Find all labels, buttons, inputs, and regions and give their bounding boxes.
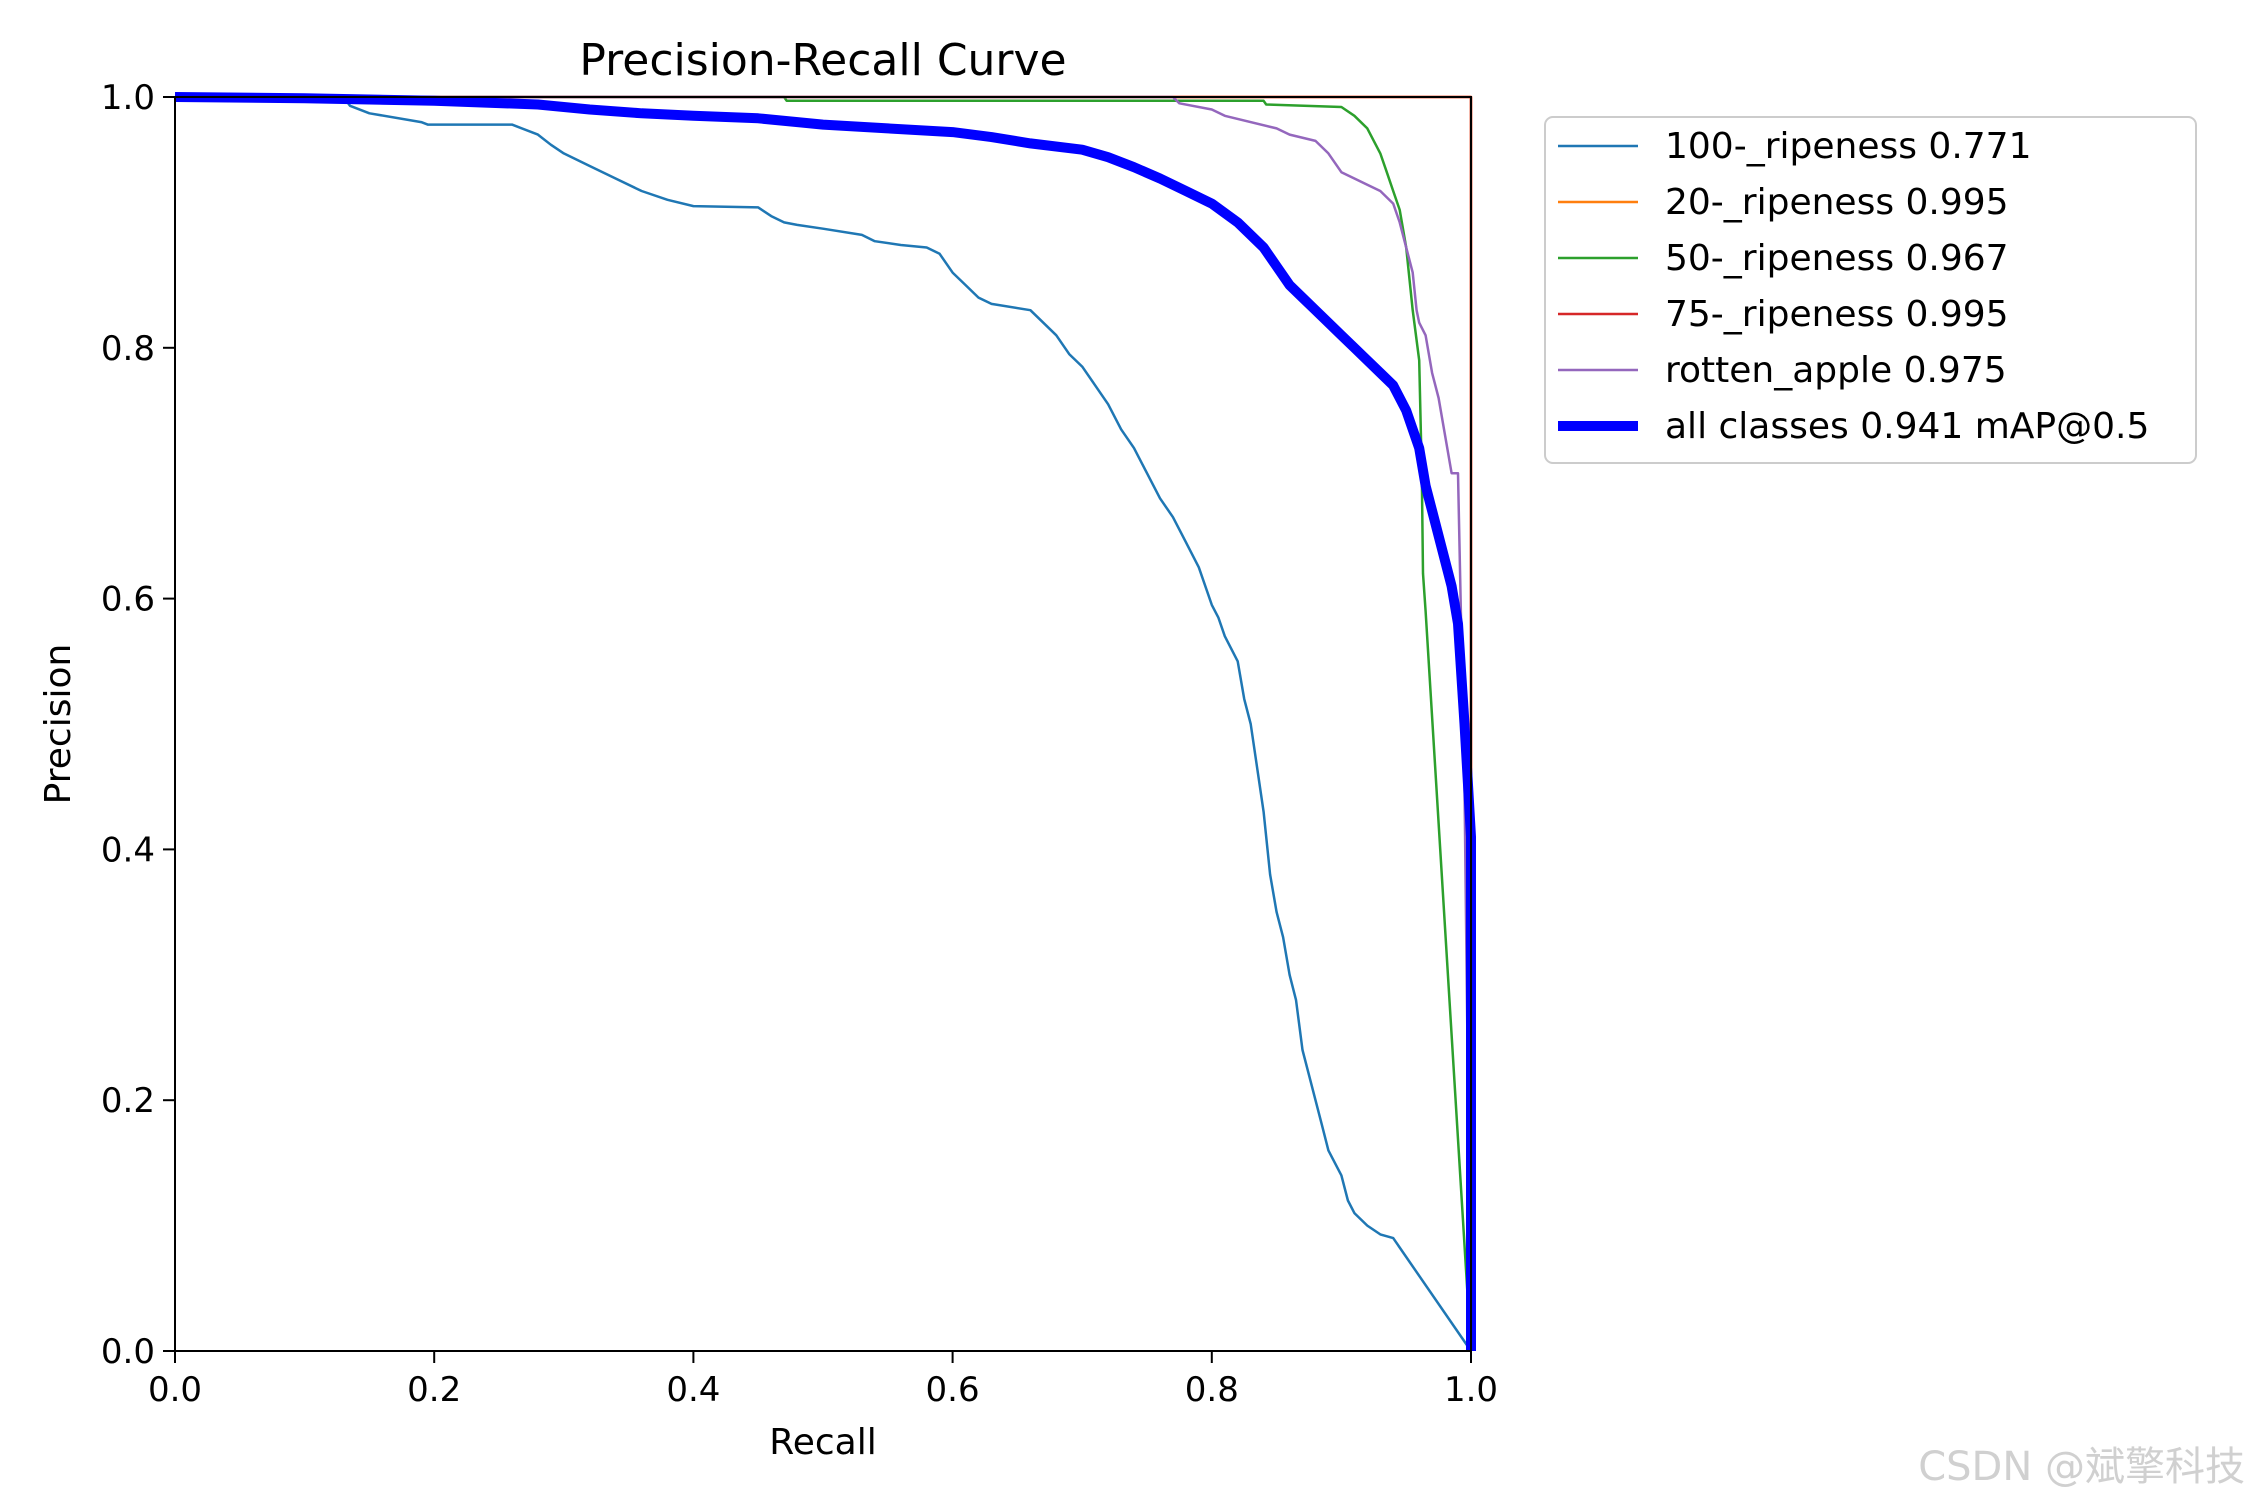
chart-title: Precision-Recall Curve bbox=[579, 35, 1066, 86]
series-line-1 bbox=[175, 95, 1473, 1351]
legend-label: rotten_apple 0.975 bbox=[1665, 350, 2007, 391]
legend-label: 50-_ripeness 0.967 bbox=[1665, 238, 2009, 279]
y-axis-label: Precision bbox=[38, 644, 79, 805]
x-tick-label: 0.0 bbox=[148, 1370, 202, 1410]
series-line-0 bbox=[175, 95, 1473, 1352]
legend-label: 75-_ripeness 0.995 bbox=[1665, 294, 2009, 335]
plot-lines bbox=[174, 92, 1476, 1352]
x-tick-label: 0.8 bbox=[1185, 1370, 1239, 1410]
x-axis-ticks: 0.0 0.2 0.4 0.6 0.8 1.0 bbox=[148, 1351, 1498, 1410]
legend-label: 20-_ripeness 0.995 bbox=[1665, 182, 2009, 223]
watermark: CSDN @斌擎科技 bbox=[1918, 1444, 2245, 1490]
series-line-3 bbox=[175, 95, 1473, 1351]
y-tick-label: 0.4 bbox=[101, 830, 155, 870]
series-line-4 bbox=[175, 95, 1473, 1352]
y-tick-label: 0.0 bbox=[101, 1332, 155, 1372]
y-axis-ticks: 0.0 0.2 0.4 0.6 0.8 1.0 bbox=[101, 78, 175, 1372]
x-tick-label: 0.4 bbox=[666, 1370, 720, 1410]
series-line-2 bbox=[175, 95, 1473, 1352]
x-axis-label: Recall bbox=[769, 1422, 876, 1463]
x-tick-label: 1.0 bbox=[1444, 1370, 1498, 1410]
y-tick-label: 0.2 bbox=[101, 1081, 155, 1121]
x-tick-label: 0.2 bbox=[407, 1370, 461, 1410]
legend-box bbox=[1544, 116, 2197, 464]
series-line-5 bbox=[174, 92, 1476, 1351]
y-tick-label: 0.6 bbox=[101, 580, 155, 620]
y-tick-label: 1.0 bbox=[101, 78, 155, 118]
legend-entries: 100-_ripeness 0.771 20-_ripeness 0.995 50-… bbox=[1558, 126, 2149, 447]
legend-label: 100-_ripeness 0.771 bbox=[1665, 126, 2032, 167]
legend: 100-_ripeness 0.771 20-_ripeness 0.995 50-… bbox=[1544, 116, 2197, 464]
y-tick-label: 0.8 bbox=[101, 329, 155, 369]
legend-label: all classes 0.941 mAP@0.5 bbox=[1665, 406, 2149, 447]
plot-frame bbox=[174, 96, 1472, 1352]
x-tick-label: 0.6 bbox=[926, 1370, 980, 1410]
